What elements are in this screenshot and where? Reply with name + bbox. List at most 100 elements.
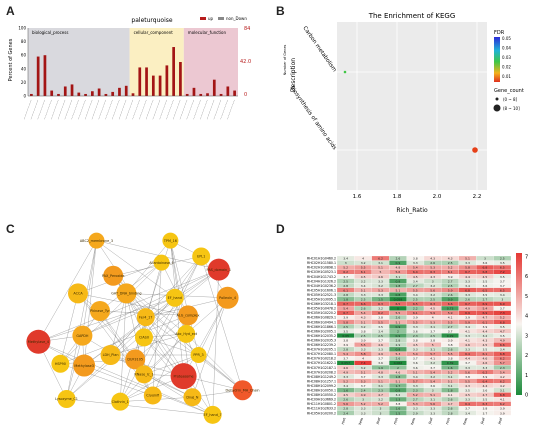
heatmap-value: 6.7 [343,302,348,306]
heatmap-value: 3.3 [413,348,418,352]
heatmap-value: 2.6 [448,407,453,411]
heatmap-value: 5.6 [465,370,470,374]
fdr-tick: 0.01 [502,74,511,79]
heatmap-value: 3.8 [465,375,470,379]
heatmap-value: 4.9 [343,370,348,374]
heatmap-value: 3.3 [413,407,418,411]
heatmap-value: 3.5 [465,389,470,393]
network-edge [38,341,213,416]
go-group-bg-1 [129,28,184,96]
heatmap-value: 5 [380,270,382,274]
heatmap-value: 3.7 [361,375,366,379]
network-edge [82,297,175,336]
network-node-label: DnaJ_N [186,395,199,399]
heatmap-value: 3.4 [465,325,470,329]
go-y-tick: 20 [21,80,27,85]
heatmap-value: 2.5 [448,284,453,288]
go-term-label: ——————— [36,99,47,120]
heatmap-value: 3.8 [396,402,401,406]
network-node-label: Dehydrin_MH_Chain [226,388,260,392]
heatmap-value: 4.7 [378,393,383,397]
heatmap-value: 5.2 [343,266,348,270]
go-bar [233,90,236,96]
heatmap-value: 3.9 [343,316,348,320]
heatmap-value: 3.5 [378,325,383,329]
heatmap-value: 5.5 [448,320,453,324]
heatmap-value: 3.8 [448,357,453,361]
go-bar [70,84,74,96]
heatmap-value: 0.059 [394,298,403,302]
network-node [135,328,153,347]
kegg-side-label: Number of Genes [283,44,287,75]
fdr-tick: 0.05 [502,36,511,41]
heatmap-value: 5.5 [413,320,418,324]
network-node-label: Methylase3 [74,364,94,368]
go-term-label: ——————— [110,99,121,120]
heatmap-value: 3.1 [448,375,453,379]
heatmap-value: 5.4 [483,307,488,311]
go-y-tick: 60 [21,53,27,58]
heatmap-value: 3.4 [500,348,505,352]
heatmap-value: 6.9 [483,311,488,315]
heatmap-value: 4.6 [378,343,383,347]
heatmap-value: 3.4 [361,284,366,288]
go-term-label: ——————— [97,99,108,120]
heatmap-value: 4.1 [448,393,453,397]
go-group-label-0: biological_process [32,30,68,35]
heatmap-value: 6.9 [483,302,488,306]
heatmap-value: 4.9 [500,338,505,342]
heatmap-value: 5.2 [361,402,366,406]
heatmap-value: 2.2 [413,307,418,311]
size-legend-large [493,104,501,112]
network-node-label: PAS_domain_1 [207,268,232,272]
heatmap-value: 2.3 [378,389,383,393]
heatmap-value: 3.3 [413,261,418,265]
network-node [135,365,153,384]
heatmap-value: 4.4 [483,329,488,333]
heatmap-value: 6.5 [413,302,418,306]
network-node [116,283,137,304]
heatmap-row-label: RHC01H1G0460.2 [307,257,336,261]
heatmap-scale-tick: 3 [525,333,528,339]
heatmap-row-label: RHC07H1G2187.1 [307,366,336,370]
heatmap-value: 3.8 [378,316,383,320]
kegg-point [343,70,347,74]
go-y-tick: 40 [21,66,27,71]
heatmap-value: 3.2 [430,284,435,288]
heatmap-value: 6.8 [500,320,505,324]
heatmap-value: 3.8 [343,338,348,342]
heatmap-value: 4.1 [500,398,505,402]
heatmap-value: 5.4 [343,352,348,356]
network-node-label: Abc_Hyd_ext [175,332,197,336]
heatmap-value: 5.1 [396,288,401,292]
heatmap-value: 3.9 [500,407,505,411]
go-bar [124,85,128,96]
go-term-label: ——————— [218,99,229,120]
heatmap-value: 5.6 [430,288,435,292]
heatmap-value: 3.2 [361,279,366,283]
heatmap-col-label: TES_leaf [494,416,503,425]
go-term-label: ——————— [76,99,87,120]
heatmap-value: 4.1 [448,316,453,320]
heatmap-value: 3.2 [361,366,366,370]
network-node [72,325,93,346]
heatmap-value: 4.7 [448,402,453,406]
heatmap-row-label: RHC06H1G3218.1 [307,302,336,306]
heatmap-row-label: RHC11H1G0801.2 [307,402,336,406]
go-bar [104,93,108,96]
kegg-plot-area [337,22,487,190]
heatmap-value: 5.6 [343,402,348,406]
network-node-label: HSP90 [55,362,66,366]
network-node [232,380,253,401]
heatmap-value: 4.2 [500,375,505,379]
heatmap-value: 7.4 [361,361,366,365]
heatmap-value: 5.1 [378,379,383,383]
network-edge [143,337,199,356]
heatmap-value: 5.5 [413,288,418,292]
network-node [162,232,179,249]
go-bar [36,56,40,96]
heatmap-value: 5.5 [378,320,383,324]
go-bar [151,75,155,96]
go-term-label: ——————— [90,99,101,120]
heatmap-value: 6.3 [378,302,383,306]
